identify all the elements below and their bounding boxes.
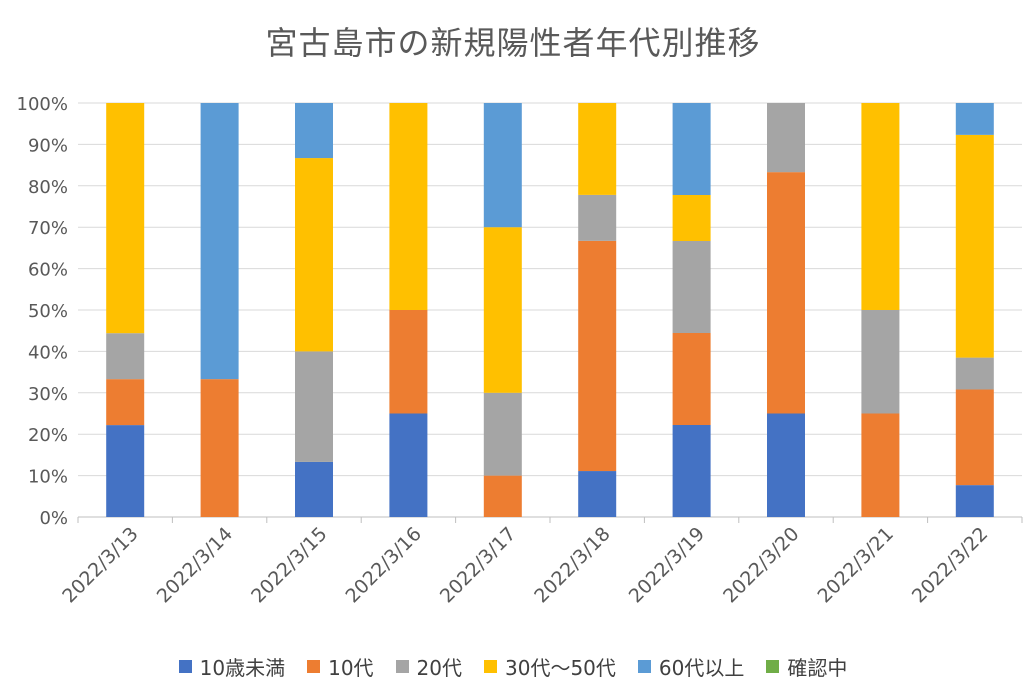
legend-item: 10歳未満 [178, 652, 286, 681]
legend-swatch [178, 660, 192, 673]
bar-segment [106, 103, 145, 334]
y-tick-label: 10% [28, 467, 68, 488]
y-tick-label: 40% [28, 342, 68, 363]
x-tick-label: 2022/3/19 [625, 523, 709, 607]
chart-title: 宮古島市の新規陽性者年代別推移 [265, 24, 761, 62]
bar-segment [295, 158, 333, 352]
x-tick-label: 2022/3/22 [908, 523, 992, 607]
y-tick-label: 80% [28, 177, 68, 198]
bar-segment [578, 194, 617, 241]
y-tick-label: 100% [17, 94, 68, 115]
y-tick-label: 0% [39, 508, 68, 529]
bar-segment [483, 227, 522, 393]
bar-segment [389, 310, 428, 414]
bar-segment [955, 357, 994, 390]
x-tick-label: 2022/3/21 [813, 523, 897, 607]
bar-segment [106, 379, 145, 426]
x-tick-label: 2022/3/20 [719, 523, 803, 607]
legend-label: 確認中 [787, 656, 848, 680]
legend-swatch [307, 660, 321, 673]
legend-swatch [637, 660, 651, 673]
bar-segment [200, 103, 239, 380]
bar-segment [483, 392, 522, 476]
bar-segment [389, 413, 428, 517]
bar-segment [861, 310, 900, 414]
bar-segment [955, 103, 994, 135]
y-tick-label: 60% [28, 260, 68, 281]
bar-segment [672, 241, 711, 333]
bar-segment [955, 134, 994, 358]
bar-segment [483, 103, 522, 228]
bar-segment [955, 485, 994, 517]
bar-segment [483, 475, 522, 517]
bar-segment [389, 103, 428, 310]
bar-segment [578, 240, 617, 472]
legend-swatch [395, 660, 409, 673]
y-tick-label: 70% [28, 218, 68, 239]
bar-segment [767, 172, 805, 414]
x-tick-label: 2022/3/16 [341, 523, 425, 607]
legend-label: 60代以上 [658, 656, 745, 680]
bar-segment [200, 379, 239, 517]
chart-legend: 10歳未満 10代 20代 30代～50代 60代以上 確認中 [0, 652, 1026, 681]
legend-item: 20代 [395, 652, 462, 681]
bar-segment [106, 333, 145, 380]
legend-swatch [484, 660, 497, 673]
legend-item: 確認中 [766, 652, 847, 681]
bar-segment [955, 389, 994, 486]
bar-segment [861, 103, 900, 310]
bar-segment [295, 461, 333, 517]
legend-label: 10代 [328, 656, 374, 680]
legend-label: 10歳未満 [199, 656, 286, 680]
legend-label: 30代～50代 [505, 656, 616, 680]
x-tick-label: 2022/3/18 [530, 523, 614, 607]
bar-segment [672, 333, 711, 425]
legend-swatch [766, 660, 780, 673]
legend-item: 60代以上 [637, 652, 745, 681]
bar-segment [767, 103, 805, 173]
x-tick-label: 2022/3/13 [58, 523, 142, 607]
legend-item: 10代 [307, 652, 374, 681]
bar-segment [672, 103, 711, 195]
x-tick-label: 2022/3/17 [436, 523, 520, 607]
bar-segment [767, 413, 805, 517]
bar-segment [106, 425, 145, 517]
x-tick-label: 2022/3/14 [153, 523, 237, 607]
legend-label: 20代 [416, 656, 462, 680]
bar-segment [672, 195, 711, 241]
bar-segment [672, 425, 711, 517]
x-tick-label: 2022/3/15 [247, 523, 331, 607]
bar-segment [295, 103, 333, 159]
bar-segment [295, 351, 333, 462]
y-tick-label: 50% [28, 301, 68, 322]
bar-segment [578, 471, 617, 517]
y-tick-label: 30% [28, 384, 68, 405]
y-tick-label: 20% [28, 425, 68, 446]
bar-segment [861, 413, 900, 517]
legend-item: 30代～50代 [484, 652, 616, 681]
bar-segment [578, 103, 617, 195]
y-tick-label: 90% [28, 135, 68, 156]
